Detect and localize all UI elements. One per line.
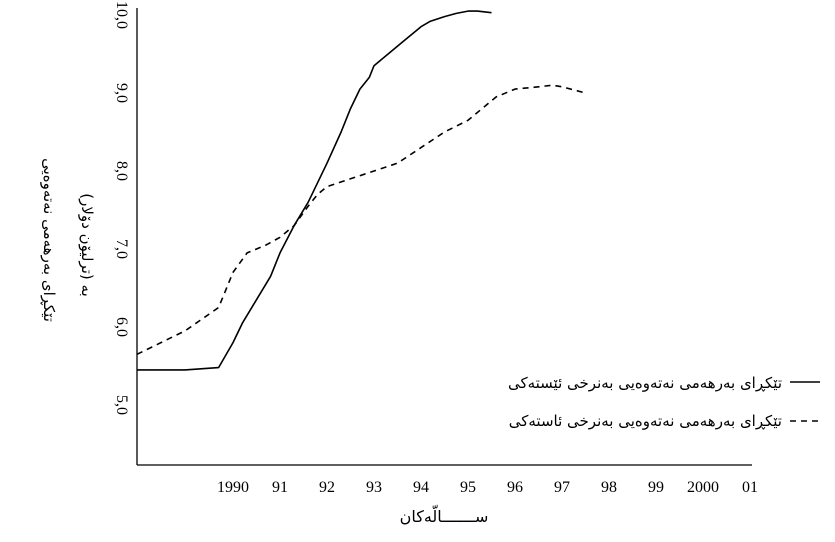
x-tick-label: 1990 [217, 479, 249, 496]
y-axis-title-line2: بە (ترلیۆن دۆلار) [78, 193, 96, 297]
y-tick-labels: 5,0 6,0 7,0 8,0 9,0 10,0 [113, 1, 130, 415]
y-axis-title: تێکڕای بەرهەمی نەتەوەیی بە (ترلیۆن دۆلار… [40, 158, 96, 322]
legend-label-solid: تێکڕای بەرهەمی نەتەوەیی بەنرخی ئێستەکی [508, 374, 782, 392]
y-tick-label: 10,0 [113, 1, 130, 29]
y-tick-label: 5,0 [113, 395, 130, 415]
y-tick-label: 7,0 [113, 239, 130, 259]
x-tick-label: 2000 [687, 479, 719, 496]
x-tick-label: 99 [648, 479, 664, 496]
x-tick-label: 94 [413, 479, 429, 496]
x-tick-label: 98 [601, 479, 617, 496]
x-tick-label: 95 [460, 479, 476, 496]
y-axis-title-line1: تێکڕای بەرهەمی نەتەوەیی [40, 158, 58, 322]
y-tick-label: 8,0 [113, 161, 130, 181]
y-tick-label: 9,0 [113, 83, 130, 103]
axes [136, 8, 752, 466]
x-tick-labels: 1990 91 92 93 94 95 96 97 98 99 2000 01 [217, 479, 758, 496]
x-tick-label: 96 [507, 479, 523, 496]
series-line-solid [137, 10, 492, 371]
x-tick-label: 97 [554, 479, 570, 496]
y-tick-label: 6,0 [113, 317, 130, 337]
x-tick-label: 92 [319, 479, 335, 496]
x-tick-label: 93 [366, 479, 382, 496]
legend-label-dashed: تێکڕای بەرهەمی نەتەوەیی بەنرخی ئاستەکی [509, 412, 782, 430]
series-line-dashed [136, 84, 586, 356]
series-lines [136, 10, 586, 371]
x-tick-label: 01 [742, 479, 758, 496]
x-tick-label: 91 [272, 479, 288, 496]
legend: تێکڕای بەرهەمی نەتەوەیی بەنرخی ئێستەکی ت… [508, 374, 820, 430]
x-axis-title: ســـــــالّەکان [400, 503, 489, 526]
